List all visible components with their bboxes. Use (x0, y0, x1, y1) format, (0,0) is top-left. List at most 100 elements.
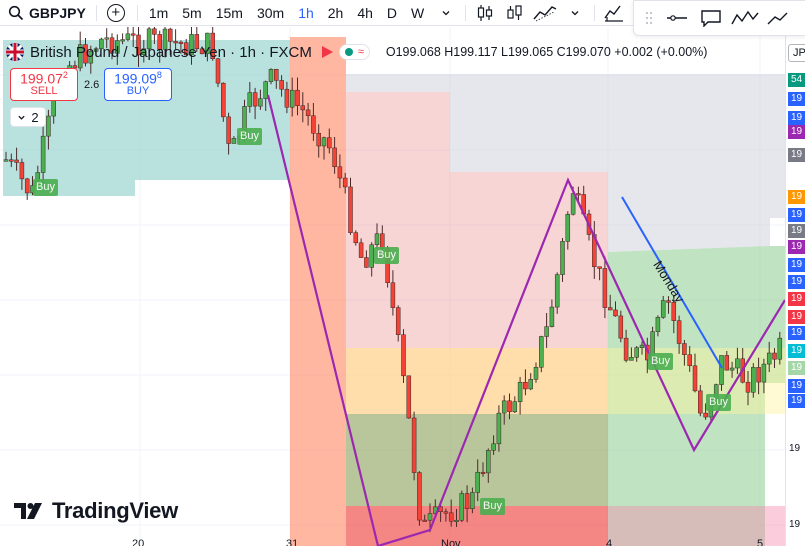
time-tick: 5 (757, 538, 764, 546)
bearish-candle (698, 390, 703, 414)
bullish-candle (660, 300, 666, 318)
chevron-down-icon[interactable] (431, 0, 461, 26)
toolbar-divider (465, 4, 467, 21)
buy-signal-tag: Buy (237, 128, 262, 145)
bearish-candle (348, 186, 353, 233)
bullish-candle (719, 355, 724, 385)
time-tick: Nov (441, 538, 461, 546)
arrow-icon[interactable] (764, 5, 794, 31)
candles-icon[interactable] (470, 0, 500, 26)
bearish-candle (157, 34, 162, 50)
bullish-candle (3, 159, 9, 162)
interval-1h[interactable]: 1h (298, 4, 314, 21)
bullish-candle (544, 326, 549, 337)
grip-icon[interactable] (640, 5, 658, 31)
price-tick: 19 (789, 443, 801, 454)
currency-label[interactable]: JP (788, 44, 805, 62)
bearish-candle (364, 257, 369, 268)
bearish-candle (448, 512, 454, 522)
bearish-candle (507, 400, 512, 413)
interval-15m[interactable]: 15m (215, 4, 243, 21)
indicators-icon[interactable] (599, 0, 629, 26)
market-status-pill[interactable]: ≈ (338, 44, 370, 60)
bearish-candle (178, 41, 184, 44)
interval-4h[interactable]: 4h (357, 4, 373, 21)
price-axis-tag: 19 (788, 361, 805, 375)
price-axis-tag: 19 (788, 275, 805, 289)
bullish-candle (501, 400, 507, 414)
symbol-search[interactable]: GBPJPY (0, 0, 92, 26)
bearish-candle (682, 343, 687, 355)
bullish-candle (491, 443, 496, 451)
add-symbol-icon[interactable]: + (106, 3, 125, 22)
bearish-candle (311, 115, 316, 134)
price-chart[interactable]: Buy Buy Buy Buy Buy Buy Monday (0, 27, 785, 546)
tradingview-logo-icon (14, 503, 42, 519)
toolbar-divider (594, 4, 596, 21)
buy-signal-tag: Buy (33, 179, 58, 196)
bearish-candle (332, 147, 337, 168)
bearish-candle (72, 65, 78, 69)
bearish-candle (401, 334, 406, 377)
comment-icon[interactable] (696, 5, 726, 31)
bullish-candle (231, 138, 237, 144)
bearish-candle (342, 177, 348, 188)
bullish-candle (761, 363, 767, 383)
flag-icon[interactable] (321, 46, 333, 58)
bullish-candle (528, 379, 533, 390)
bearish-candle (671, 302, 677, 321)
symbol-description[interactable]: British Pound / Japanese Yen · 1h · FXCM (30, 43, 312, 61)
chart-canvas[interactable] (0, 27, 785, 546)
bullish-candle (120, 39, 125, 42)
sell-button[interactable]: 199.072 SELL (10, 68, 78, 101)
bullish-candle (369, 244, 374, 268)
bearish-candle (194, 34, 200, 50)
bearish-candle (411, 417, 417, 473)
bearish-candle (279, 80, 284, 90)
chevron-down-icon[interactable] (560, 0, 590, 26)
interval-30m[interactable]: 30m (256, 4, 285, 21)
buy-button[interactable]: 199.098 BUY (104, 68, 172, 101)
interval-5m[interactable]: 5m (182, 4, 202, 21)
interval-d[interactable]: D (386, 4, 398, 21)
price-axis-tag: 19 (788, 190, 805, 204)
bearish-candle (305, 109, 311, 117)
trend-icon[interactable] (730, 5, 760, 31)
bearish-candle (480, 471, 486, 474)
bearish-candle (316, 132, 321, 147)
price-axis-tag: 19 (788, 394, 805, 408)
bearish-candle (358, 242, 364, 258)
price-axis-tag: 19 (788, 310, 805, 324)
bullish-candle (289, 89, 295, 108)
bearish-candle (613, 309, 618, 317)
bars-icon[interactable] (500, 0, 530, 26)
interval-w[interactable]: W (411, 4, 425, 21)
bearish-candle (337, 166, 343, 179)
chevron-down-icon (18, 115, 26, 120)
drawing-tools-panel (633, 0, 805, 36)
area-icon[interactable] (530, 0, 560, 26)
interval-2h[interactable]: 2h (327, 4, 344, 21)
sell-label: SELL (30, 85, 58, 98)
bearish-candle (136, 34, 141, 56)
bullish-candle (533, 367, 539, 380)
price-axis[interactable]: 54 19 19 19 19 19 19 19 19 19 19 19 19 19 19 19 19 19 19 … (785, 27, 805, 546)
quantity-selector[interactable]: 2 (10, 107, 46, 127)
horizontal-line-icon[interactable] (662, 5, 692, 31)
long-zone-left (3, 40, 290, 196)
interval-1m[interactable]: 1m (148, 4, 169, 21)
bullish-candle (512, 401, 518, 413)
symbol-name: GBPJPY (29, 4, 86, 21)
bullish-candle (486, 449, 491, 474)
bearish-candle (724, 355, 730, 371)
bearish-candle (406, 375, 412, 419)
price-axis-tag: 19 (788, 111, 805, 125)
bearish-candle (274, 69, 279, 81)
bullish-candle (475, 471, 480, 493)
tradingview-logo[interactable]: TradingView (14, 498, 178, 524)
trend-line (621, 196, 723, 369)
bearish-candle (772, 352, 777, 360)
bullish-candle (77, 44, 83, 69)
zone-light-orange (346, 348, 608, 414)
bearish-candle (152, 28, 157, 35)
